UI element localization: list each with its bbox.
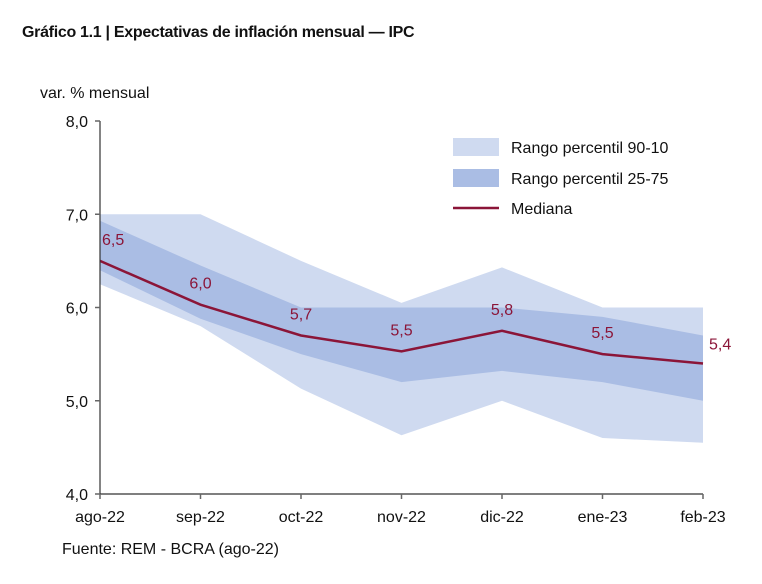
x-tick-label: dic-22 bbox=[480, 509, 524, 526]
legend-swatch-1 bbox=[453, 169, 499, 187]
median-data-label: 6,5 bbox=[102, 232, 124, 249]
median-data-label: 6,0 bbox=[189, 276, 211, 293]
median-data-label: 5,8 bbox=[491, 302, 513, 319]
chart-source: Fuente: REM - BCRA (ago-22) bbox=[62, 541, 279, 558]
x-tick-label: sep-22 bbox=[176, 509, 225, 526]
y-tick-label: 7,0 bbox=[66, 207, 88, 224]
median-data-label: 5,5 bbox=[591, 325, 613, 342]
x-tick-label: ene-23 bbox=[578, 509, 628, 526]
y-axis-label: var. % mensual bbox=[40, 85, 149, 102]
chart-title: Gráfico 1.1 | Expectativas de inflación … bbox=[22, 24, 415, 41]
y-tick-label: 4,0 bbox=[66, 487, 88, 504]
y-tick-label: 5,0 bbox=[66, 394, 88, 411]
median-data-label: 5,5 bbox=[390, 322, 412, 339]
legend-label: Rango percentil 25-75 bbox=[511, 171, 669, 188]
legend-label: Mediana bbox=[511, 201, 572, 218]
y-tick-label: 8,0 bbox=[66, 114, 88, 131]
y-tick-label: 6,0 bbox=[66, 301, 88, 318]
x-tick-label: oct-22 bbox=[279, 509, 324, 526]
median-data-label: 5,7 bbox=[290, 306, 312, 323]
legend-label: Rango percentil 90-10 bbox=[511, 140, 669, 157]
band-p25-75 bbox=[100, 220, 703, 401]
median-data-label: 5,4 bbox=[709, 336, 731, 353]
x-tick-label: ago-22 bbox=[75, 509, 125, 526]
x-tick-label: nov-22 bbox=[377, 509, 426, 526]
median-line bbox=[99, 259, 704, 365]
x-tick-label: feb-23 bbox=[680, 509, 725, 526]
legend-swatch-0 bbox=[453, 138, 499, 156]
